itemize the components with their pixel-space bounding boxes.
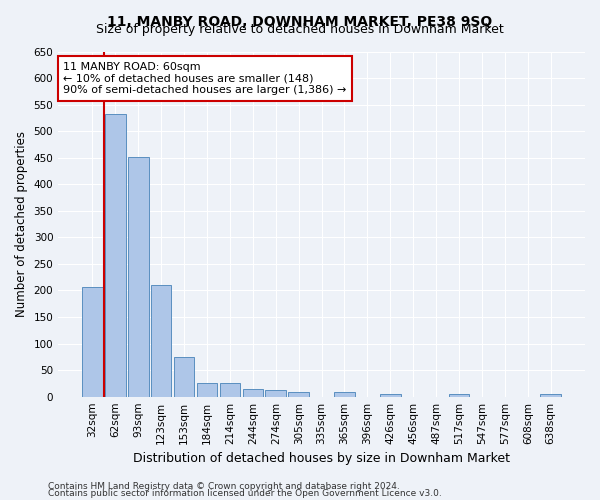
Bar — [82, 287, 103, 397]
Bar — [105, 114, 125, 397]
Text: 11 MANBY ROAD: 60sqm
← 10% of detached houses are smaller (148)
90% of semi-deta: 11 MANBY ROAD: 60sqm ← 10% of detached h… — [64, 62, 347, 95]
Text: Size of property relative to detached houses in Downham Market: Size of property relative to detached ho… — [96, 22, 504, 36]
Bar — [289, 392, 309, 396]
Bar — [174, 357, 194, 397]
Text: Contains public sector information licensed under the Open Government Licence v3: Contains public sector information licen… — [48, 489, 442, 498]
Bar — [242, 388, 263, 396]
Y-axis label: Number of detached properties: Number of detached properties — [15, 131, 28, 317]
X-axis label: Distribution of detached houses by size in Downham Market: Distribution of detached houses by size … — [133, 452, 510, 465]
Bar — [151, 284, 172, 397]
Text: Contains HM Land Registry data © Crown copyright and database right 2024.: Contains HM Land Registry data © Crown c… — [48, 482, 400, 491]
Bar — [265, 390, 286, 396]
Bar — [220, 383, 240, 396]
Bar — [197, 383, 217, 396]
Bar — [128, 157, 149, 396]
Bar — [380, 394, 401, 396]
Bar — [334, 392, 355, 396]
Bar — [541, 394, 561, 396]
Text: 11, MANBY ROAD, DOWNHAM MARKET, PE38 9SQ: 11, MANBY ROAD, DOWNHAM MARKET, PE38 9SQ — [107, 15, 493, 29]
Bar — [449, 394, 469, 396]
